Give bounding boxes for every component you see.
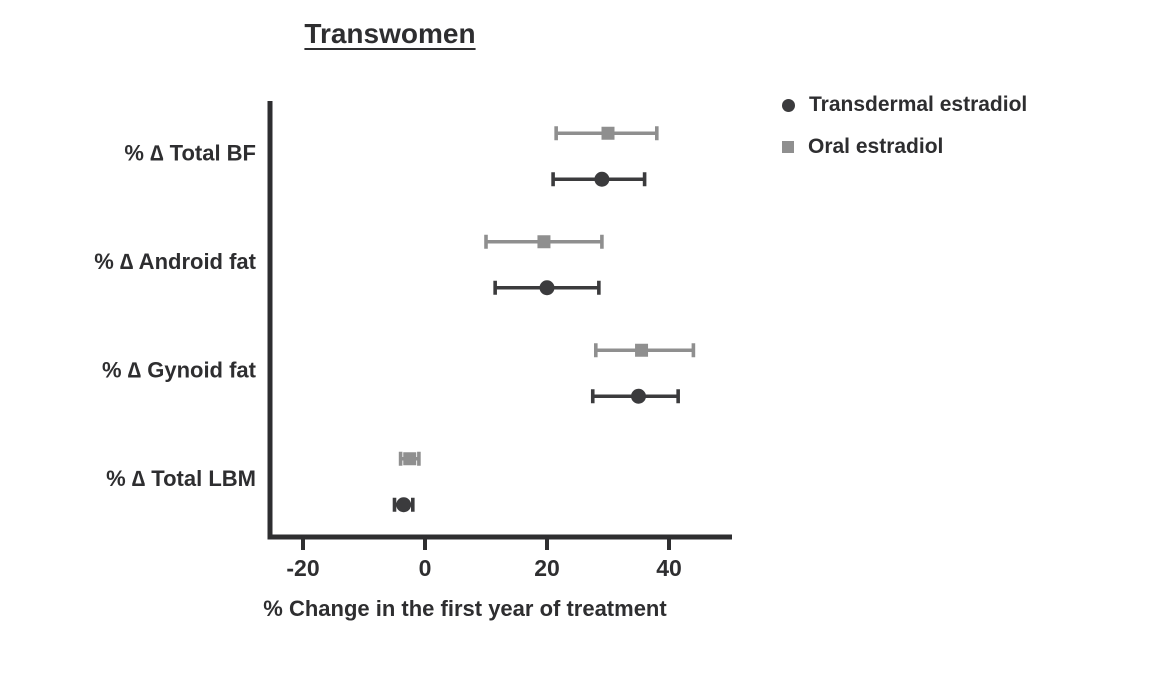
x-tick-label: 40 xyxy=(656,555,682,581)
data-point-square xyxy=(601,126,615,140)
x-tick-label: 0 xyxy=(419,555,432,581)
legend: Transdermal estradiol Oral estradiol xyxy=(782,84,1027,168)
data-point-circle xyxy=(396,497,412,513)
x-tick-label: 20 xyxy=(534,555,560,581)
chart-title: Transwomen xyxy=(304,18,476,49)
square-marker-icon xyxy=(782,141,794,153)
legend-item-oral: Oral estradiol xyxy=(782,126,1027,168)
data-point-circle xyxy=(594,171,610,187)
legend-item-transdermal: Transdermal estradiol xyxy=(782,84,1027,126)
category-label: % ∆ Android fat xyxy=(94,249,256,274)
category-label: % ∆ Gynoid fat xyxy=(102,357,257,382)
data-point-square xyxy=(635,343,649,357)
category-label: % ∆ Total BF xyxy=(124,140,256,165)
circle-marker-icon xyxy=(782,98,795,112)
category-label: % ∆ Total LBM xyxy=(106,466,256,491)
data-point-circle xyxy=(539,280,555,296)
x-axis-label: % Change in the first year of treatment xyxy=(263,596,667,621)
legend-label: Transdermal estradiol xyxy=(809,93,1028,116)
data-point-square xyxy=(537,235,551,249)
data-point-square xyxy=(403,452,417,466)
data-point-circle xyxy=(631,388,646,404)
legend-label: Oral estradiol xyxy=(808,135,944,158)
x-tick-label: -20 xyxy=(286,555,319,581)
